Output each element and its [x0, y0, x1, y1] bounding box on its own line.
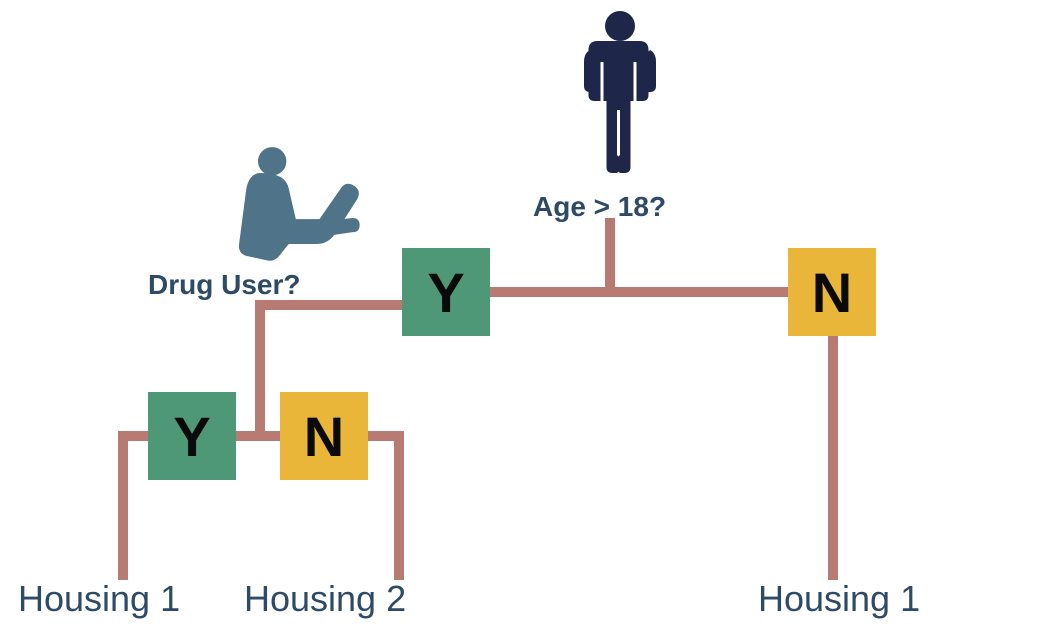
level2-yes-letter: Y [173, 404, 210, 469]
decision-tree-diagram: Age > 18? Drug User? Y N Y N Housing 1 H… [0, 0, 1052, 638]
leaf-housing-1b-text: Housing 1 [758, 578, 920, 619]
standing-person-icon [540, 8, 700, 193]
connector [255, 300, 265, 436]
connector [605, 218, 615, 292]
leaf-housing-1a: Housing 1 [18, 578, 180, 620]
sitting-person-icon [225, 140, 395, 275]
connector [394, 436, 404, 580]
level2-no-letter: N [304, 404, 344, 469]
leaf-housing-2: Housing 2 [244, 578, 406, 620]
leaf-housing-2-text: Housing 2 [244, 578, 406, 619]
leaf-housing-1b: Housing 1 [758, 578, 920, 620]
root-yes-letter: Y [427, 260, 464, 325]
level2-yes-node: Y [148, 392, 236, 480]
root-question-text: Age > 18? [533, 191, 666, 222]
level2-question-text: Drug User? [148, 269, 300, 300]
root-no-node: N [788, 248, 876, 336]
root-yes-node: Y [402, 248, 490, 336]
level2-no-node: N [280, 392, 368, 480]
connector [118, 436, 128, 580]
leaf-housing-1a-text: Housing 1 [18, 578, 180, 619]
level2-question-label: Drug User? [148, 269, 300, 301]
root-question-label: Age > 18? [533, 191, 666, 223]
root-no-letter: N [812, 260, 852, 325]
connector [446, 287, 832, 297]
